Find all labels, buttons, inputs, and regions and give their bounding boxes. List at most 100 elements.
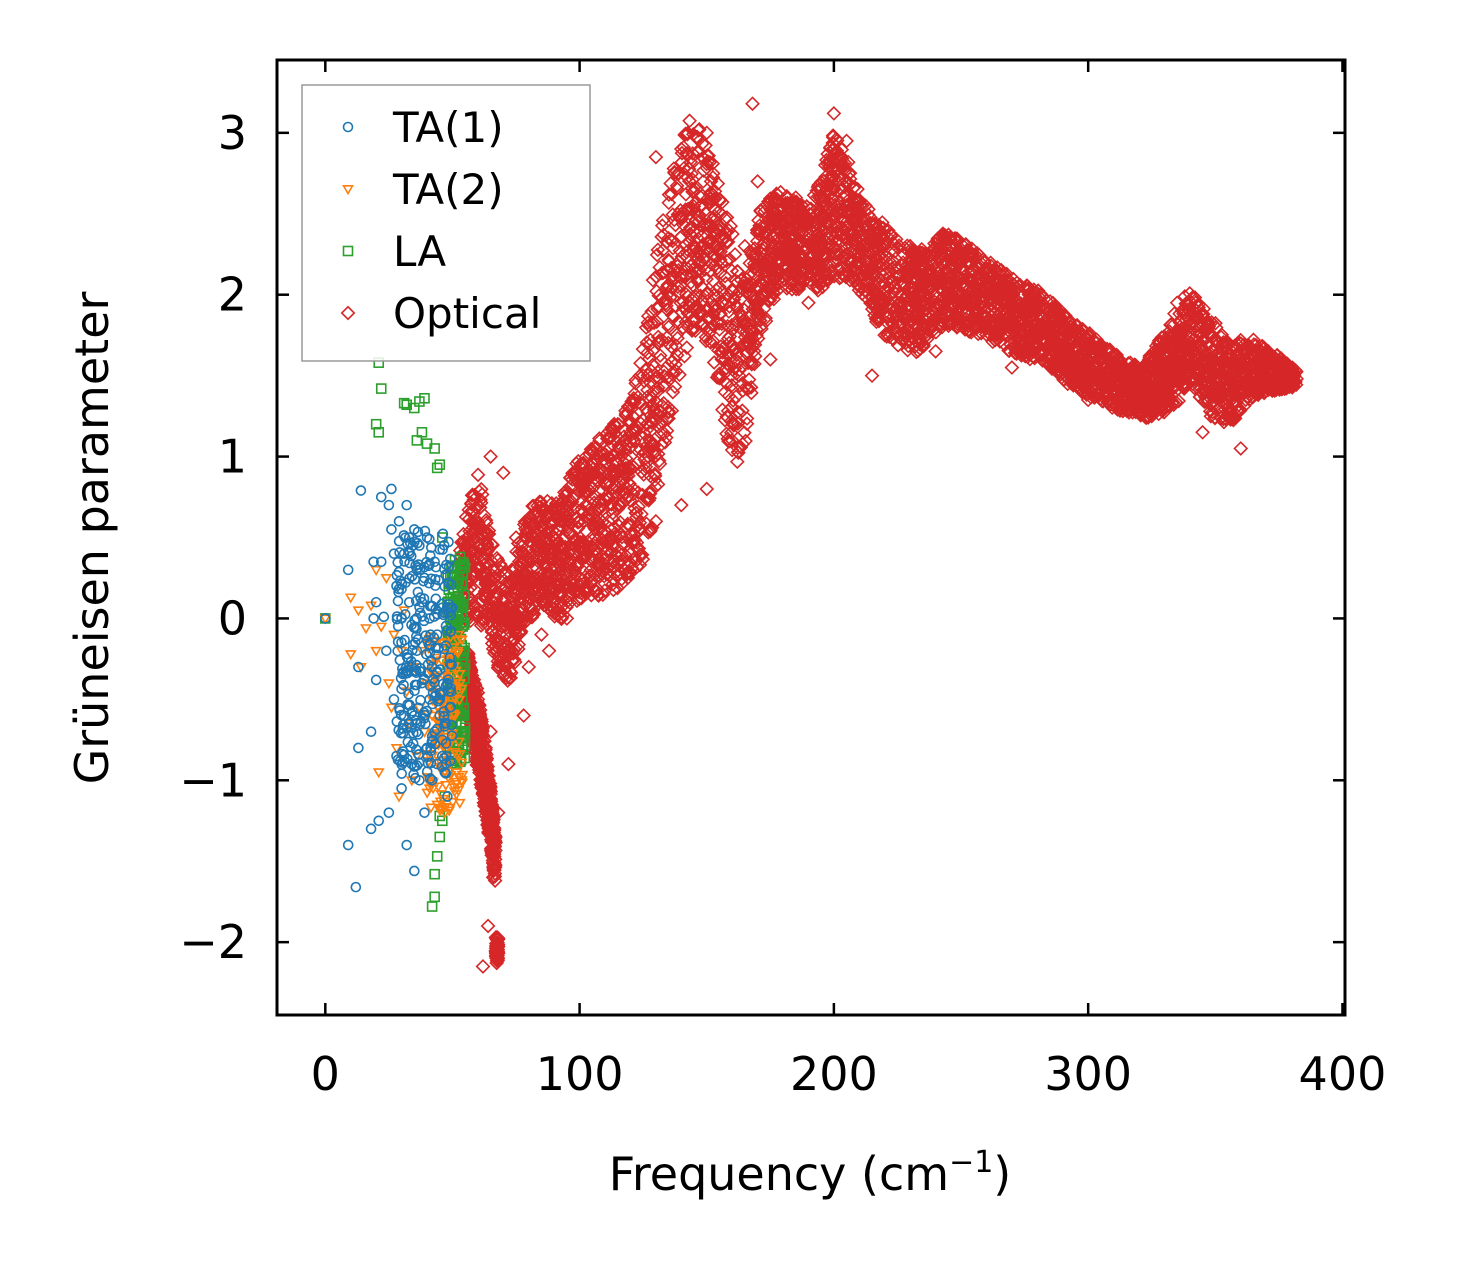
optical-point: [645, 436, 661, 452]
optical-point: [890, 337, 906, 353]
optical-point: [1026, 292, 1042, 308]
optical-point: [577, 569, 593, 585]
optical-point: [588, 489, 604, 505]
optical-point: [618, 548, 634, 564]
optical-point: [735, 383, 751, 398]
optical-point: [740, 355, 756, 371]
optical-point: [1052, 321, 1068, 337]
optical-point: [829, 225, 845, 241]
optical-point: [1079, 380, 1095, 395]
optical-point: [840, 193, 856, 208]
optical-point: [610, 563, 626, 578]
optical-point: [562, 556, 578, 571]
optical-point: [718, 253, 734, 269]
optical-point: [471, 484, 487, 499]
optical-point: [675, 294, 691, 310]
optical-point: [709, 260, 725, 276]
optical-point: [841, 178, 857, 193]
optical-point: [673, 278, 688, 294]
optical-point: [679, 340, 695, 356]
optical-point: [642, 484, 658, 500]
optical-point: [670, 279, 686, 295]
optical-point: [726, 292, 742, 308]
optical-point: [684, 202, 699, 218]
optical-point: [955, 274, 971, 290]
optical-point: [746, 290, 762, 305]
optical-point: [655, 212, 671, 228]
optical-point: [550, 608, 566, 623]
optical-point: [680, 306, 696, 321]
optical-point: [474, 542, 489, 557]
optical-point: [1220, 360, 1236, 376]
optical-point: [811, 231, 827, 246]
optical-point: [935, 301, 951, 317]
optical-point: [592, 433, 607, 449]
optical-point: [498, 607, 514, 623]
optical-point: [618, 518, 634, 534]
optical-point: [706, 306, 721, 322]
optical-point: [997, 337, 1013, 353]
optical-point: [769, 186, 784, 202]
optical-point: [652, 371, 667, 387]
optical-point: [914, 279, 930, 295]
optical-point: [674, 249, 690, 265]
optical-point: [1168, 333, 1184, 349]
optical-point: [646, 402, 662, 418]
optical-point: [882, 254, 898, 270]
optical-point: [688, 323, 703, 339]
optical-point: [1191, 370, 1207, 386]
optical-point: [788, 276, 804, 292]
optical-point: [1091, 388, 1107, 403]
optical-point: [574, 590, 589, 606]
optical-point: [837, 268, 853, 284]
optical-point: [1028, 296, 1044, 312]
optical-point: [563, 470, 578, 486]
optical-point: [835, 211, 851, 226]
optical-point: [713, 206, 729, 222]
optical-point: [964, 246, 980, 262]
optical-point: [1027, 336, 1043, 352]
optical-point: [638, 459, 654, 475]
optical-point: [914, 335, 929, 350]
optical-point: [1027, 329, 1042, 345]
optical-point: [504, 619, 520, 635]
optical-point: [835, 249, 851, 265]
optical-point: [1052, 363, 1068, 378]
optical-point: [1200, 318, 1215, 334]
optical-point: [509, 544, 524, 560]
optical-point: [765, 210, 781, 225]
optical-point: [725, 393, 741, 408]
optical-point: [490, 552, 506, 568]
optical-point: [867, 307, 882, 323]
optical-point: [701, 194, 717, 209]
optical-point: [682, 113, 697, 129]
optical-point: [565, 582, 581, 598]
optical-point: [667, 379, 683, 395]
optical-point: [1234, 366, 1250, 382]
optical-point: [1236, 337, 1252, 353]
optical-point: [670, 166, 686, 182]
optical-point: [884, 291, 900, 307]
optical-point: [702, 321, 717, 337]
optical-point: [690, 274, 706, 290]
optical-point: [807, 218, 822, 234]
optical-point: [767, 238, 783, 254]
optical-point: [1022, 295, 1038, 310]
optical-point: [727, 247, 743, 262]
optical-point: [1030, 330, 1046, 346]
optical-point: [961, 318, 976, 334]
optical-point: [532, 546, 548, 562]
optical-point: [813, 275, 828, 290]
optical-point: [565, 465, 580, 481]
optical-point: [710, 176, 726, 192]
optical-point: [1256, 340, 1272, 356]
optical-point: [1161, 333, 1177, 348]
optical-point: [812, 206, 828, 222]
optical-point: [703, 173, 719, 189]
optical-point: [765, 235, 780, 251]
optical-point: [592, 466, 608, 482]
optical-point: [707, 239, 723, 255]
optical-point: [644, 315, 659, 331]
optical-point: [743, 379, 759, 395]
optical-point: [640, 308, 656, 324]
